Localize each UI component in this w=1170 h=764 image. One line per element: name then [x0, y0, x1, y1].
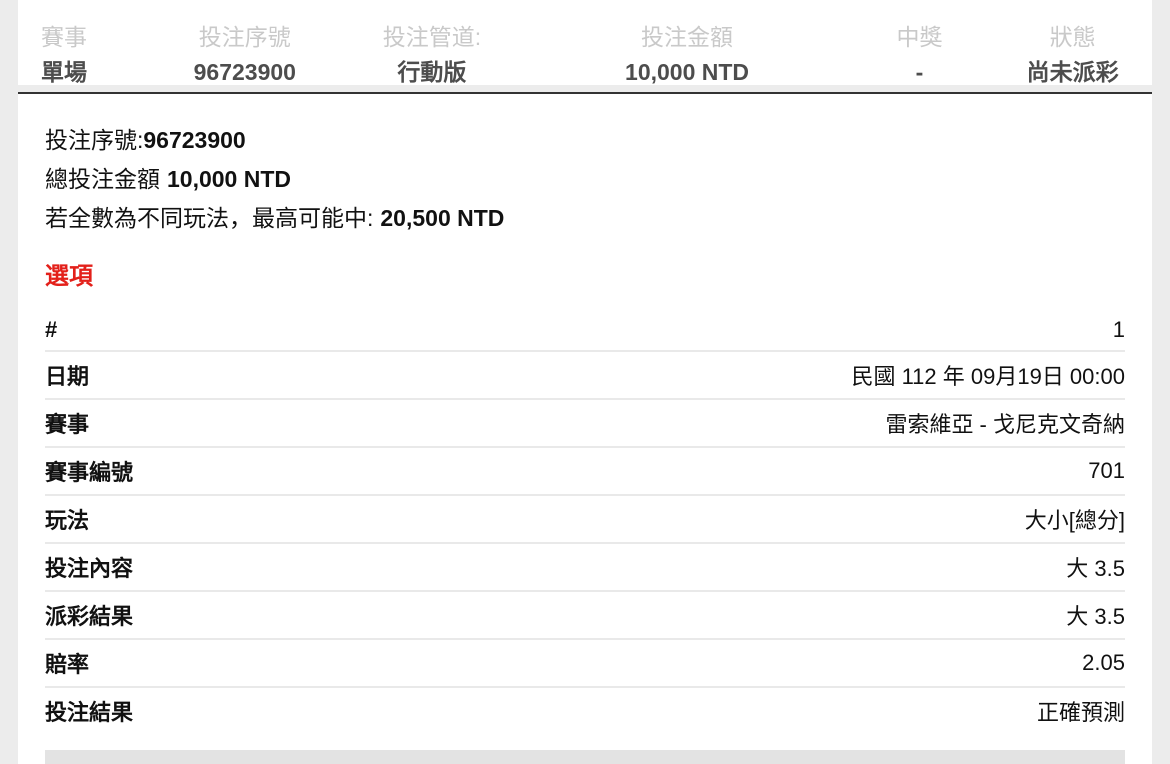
summary-column-label: 投注管道:: [382, 24, 482, 50]
summary-column: 投注金額 10,000 NTD: [528, 25, 846, 85]
table-row-label: 賽事編號: [45, 460, 134, 485]
summary-column-value: -: [915, 59, 924, 85]
table-row: 投注結果 正確預測: [45, 688, 1125, 734]
summary-column-value: 行動版: [397, 59, 467, 85]
summary-column-value: 96723900: [193, 59, 296, 85]
bet-detail-panel: 投注序號:96723900 總投注金額 10,000 NTD 若全數為不同玩法，最…: [18, 92, 1152, 764]
summary-column-value: 尚未派彩: [1026, 59, 1119, 85]
total-amount-value: 10,000 NTD: [167, 166, 292, 192]
option-detail-table: # 1 日期 民國 112 年 09月19日 00:00 賽事 雷索維亞 - 戈…: [45, 310, 1125, 734]
serial-number-label: 投注序號:: [45, 127, 144, 153]
table-row-label: 投注內容: [45, 556, 134, 581]
table-row: # 1: [45, 310, 1125, 352]
summary-column-label: 中獎: [896, 24, 943, 50]
total-amount-label: 總投注金額: [45, 166, 160, 192]
summary-column: 賽事 單場: [18, 25, 154, 85]
summary-column: 投注序號 96723900: [154, 25, 335, 85]
table-row-label: 玩法: [45, 508, 90, 533]
section-footer-bar: [45, 750, 1125, 764]
max-win-value: 20,500 NTD: [380, 205, 505, 231]
summary-column-label: 投注序號: [198, 24, 291, 50]
total-amount-line: 總投注金額 10,000 NTD: [45, 160, 1125, 199]
summary-column-value: 單場: [41, 59, 87, 85]
summary-column-label: 狀態: [1049, 24, 1096, 50]
table-row-label: 賠率: [45, 652, 90, 677]
table-row-value: 雷索維亞 - 戈尼克文奇納: [885, 412, 1125, 437]
table-row-label: 投注結果: [45, 700, 134, 725]
table-row: 日期 民國 112 年 09月19日 00:00: [45, 352, 1125, 400]
table-row: 派彩結果 大 3.5: [45, 592, 1125, 640]
table-row-value: 701: [1088, 458, 1125, 483]
summary-column-label: 投注金額: [641, 24, 734, 50]
table-row-value: 大 3.5: [1066, 604, 1125, 629]
table-row-label: 日期: [45, 364, 90, 389]
summary-column-value: 10,000 NTD: [625, 59, 750, 85]
table-row: 玩法 大小[總分]: [45, 496, 1125, 544]
summary-column: 狀態 尚未派彩: [993, 25, 1152, 85]
table-row-value: 民國 112 年 09月19日 00:00: [851, 364, 1125, 389]
table-row: 賽事編號 701: [45, 448, 1125, 496]
summary-column: 中獎 -: [846, 25, 993, 85]
summary-column-label: 賽事: [41, 24, 87, 50]
bet-summary-row[interactable]: 賽事 單場 投注序號 96723900 投注管道: 行動版 投注金額 10,00…: [18, 0, 1152, 85]
table-row: 賽事 雷索維亞 - 戈尼克文奇納: [45, 400, 1125, 448]
table-row-label: 派彩結果: [45, 604, 134, 629]
card-divider: [0, 85, 1170, 92]
summary-column: 投注管道: 行動版: [336, 25, 529, 85]
table-row: 投注內容 大 3.5: [45, 544, 1125, 592]
table-row-value: 大 3.5: [1066, 556, 1125, 581]
table-row-value: 2.05: [1082, 650, 1125, 675]
table-row-value: 大小[總分]: [1024, 508, 1125, 533]
table-row-value: 1: [1112, 317, 1125, 342]
table-row-value: 正確預測: [1036, 700, 1125, 725]
max-win-line: 若全數為不同玩法，最高可能中: 20,500 NTD: [45, 199, 1125, 238]
max-win-label: 若全數為不同玩法，最高可能中:: [45, 205, 374, 231]
table-row: 賠率 2.05: [45, 640, 1125, 688]
options-section-title: 選項: [45, 263, 93, 290]
table-row-label: #: [45, 317, 58, 342]
table-row-label: 賽事: [45, 412, 90, 437]
serial-number-value: 96723900: [143, 127, 246, 153]
serial-number-line: 投注序號:96723900: [45, 121, 1125, 160]
